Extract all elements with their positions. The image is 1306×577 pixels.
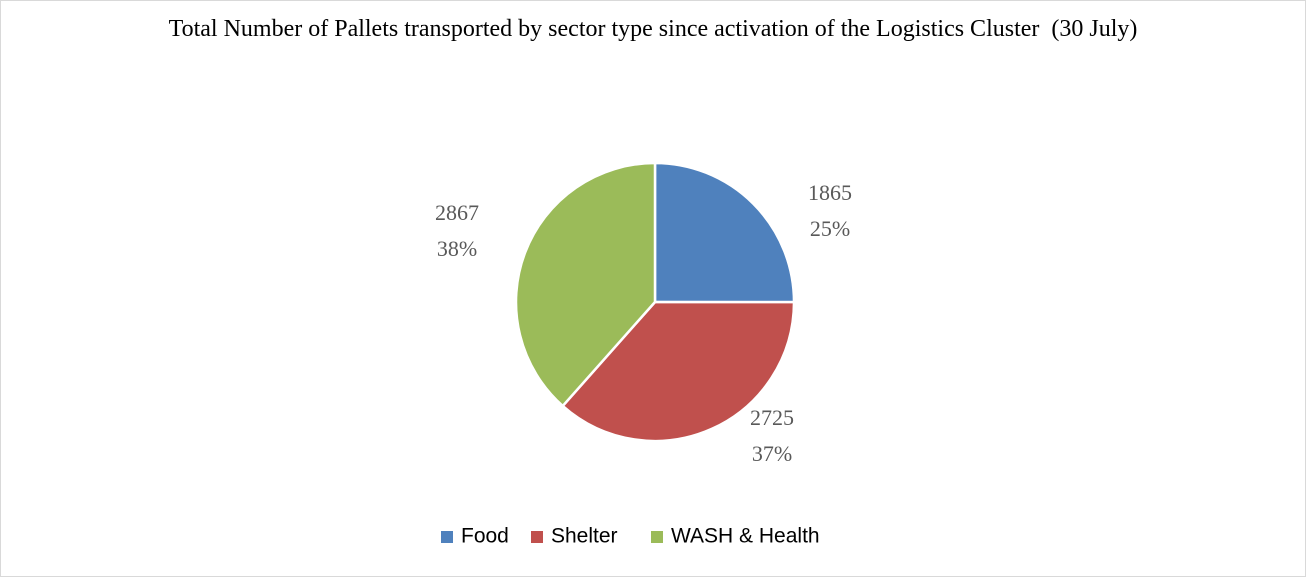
data-label: 2867 xyxy=(435,200,479,225)
legend-swatch xyxy=(441,531,453,543)
percent-label: 25% xyxy=(810,216,850,241)
pie-slice xyxy=(514,161,657,408)
pie-slice xyxy=(560,300,796,443)
legend-label: Food xyxy=(461,525,509,548)
legend-label: WASH & Health xyxy=(671,525,820,548)
legend-swatch xyxy=(651,531,663,543)
data-label: 2725 xyxy=(750,405,794,430)
percent-label: 37% xyxy=(752,441,792,466)
pie-slice xyxy=(653,161,796,304)
data-label: 1865 xyxy=(808,180,852,205)
legend-swatch xyxy=(531,531,543,543)
chart-title: Total Number of Pallets transported by s… xyxy=(168,16,1138,42)
legend-label: Shelter xyxy=(551,525,618,548)
percent-label: 38% xyxy=(437,236,477,261)
